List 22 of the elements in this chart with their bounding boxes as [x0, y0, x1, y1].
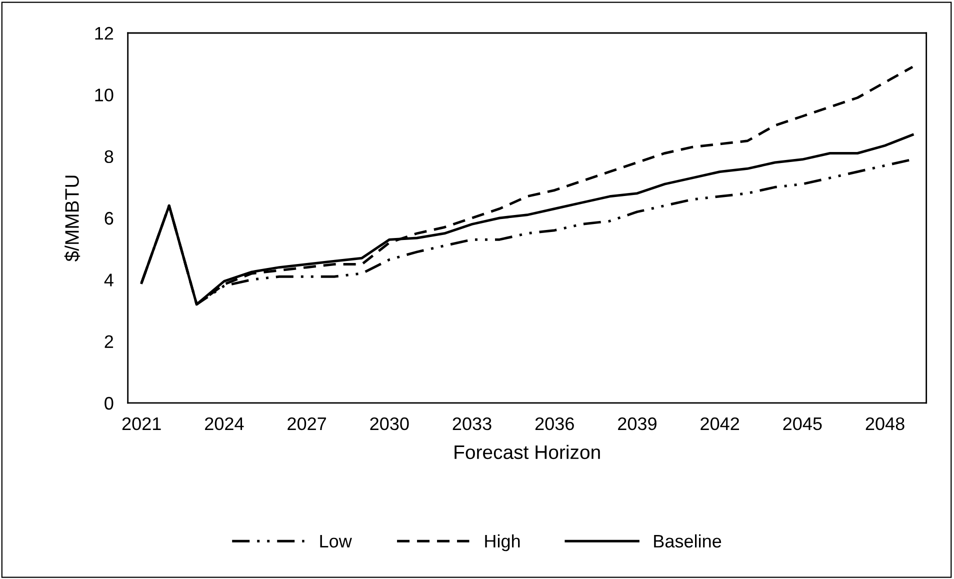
y-tick-label: 0	[104, 396, 114, 410]
y-tick-label: 8	[104, 150, 114, 164]
legend-label: Low	[320, 535, 352, 548]
x-tick-label: 2021	[122, 417, 161, 430]
legend-label: Baseline	[654, 534, 722, 548]
x-tick-label: 2024	[205, 417, 244, 430]
y-tick-label: 10	[95, 88, 114, 102]
x-axis-title: Forecast Horizon	[454, 444, 600, 460]
y-axis-title: $/MMBTU	[64, 176, 80, 262]
x-tick-label: 2045	[783, 417, 822, 430]
x-tick-label: 2033	[452, 417, 492, 430]
x-tick-label: 2027	[288, 417, 326, 430]
legend-label: High	[485, 534, 520, 552]
y-tick-label: 12	[95, 26, 114, 40]
y-tick-label: 2	[104, 335, 114, 348]
x-tick-label: 2036	[535, 417, 574, 430]
x-tick-label: 2039	[618, 417, 656, 430]
x-tick-label: 2030	[370, 417, 409, 430]
y-tick-label: 4	[104, 274, 114, 286]
x-tick-label: 2042	[700, 417, 740, 430]
x-tick-label: 2048	[866, 417, 904, 430]
y-tick-label: 6	[104, 212, 114, 225]
